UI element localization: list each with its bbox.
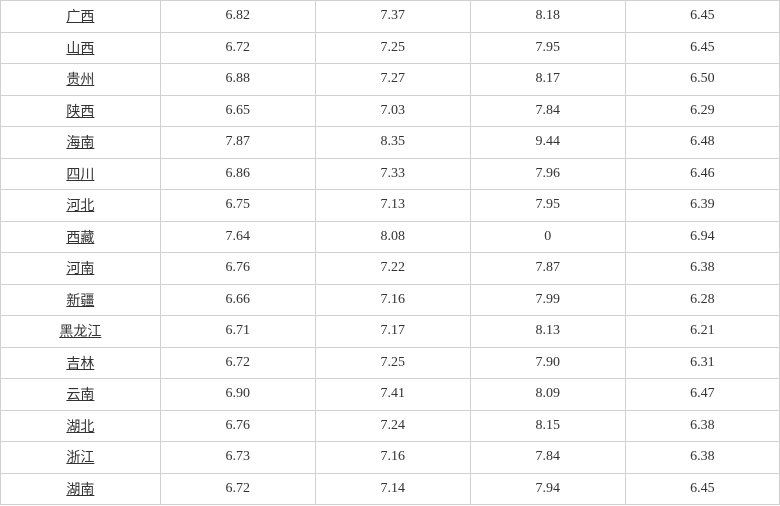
value-cell: 6.88: [160, 64, 315, 96]
value-cell: 7.16: [315, 442, 470, 474]
table-row: 四川6.867.337.966.46: [1, 158, 780, 190]
value-cell: 6.45: [625, 32, 779, 64]
value-cell: 6.75: [160, 190, 315, 222]
table-row: 贵州6.887.278.176.50: [1, 64, 780, 96]
table-row: 浙江6.737.167.846.38: [1, 442, 780, 474]
data-table: 广西6.827.378.186.45山西6.727.257.956.45贵州6.…: [0, 0, 780, 505]
table-row: 湖南6.727.147.946.45: [1, 473, 780, 505]
value-cell: 6.82: [160, 1, 315, 33]
value-cell: 6.76: [160, 253, 315, 285]
value-cell: 6.45: [625, 1, 779, 33]
value-cell: 6.46: [625, 158, 779, 190]
value-cell: 7.03: [315, 95, 470, 127]
province-cell: 西藏: [1, 221, 161, 253]
value-cell: 7.95: [470, 32, 625, 64]
province-cell: 河南: [1, 253, 161, 285]
value-cell: 6.73: [160, 442, 315, 474]
province-cell: 湖北: [1, 410, 161, 442]
value-cell: 7.22: [315, 253, 470, 285]
value-cell: 8.17: [470, 64, 625, 96]
province-cell: 陕西: [1, 95, 161, 127]
value-cell: 6.50: [625, 64, 779, 96]
table-row: 新疆6.667.167.996.28: [1, 284, 780, 316]
table-row: 黑龙江6.717.178.136.21: [1, 316, 780, 348]
value-cell: 8.15: [470, 410, 625, 442]
value-cell: 7.27: [315, 64, 470, 96]
province-cell: 黑龙江: [1, 316, 161, 348]
value-cell: 6.94: [625, 221, 779, 253]
province-cell: 河北: [1, 190, 161, 222]
table-row: 云南6.907.418.096.47: [1, 379, 780, 411]
value-cell: 7.64: [160, 221, 315, 253]
value-cell: 7.17: [315, 316, 470, 348]
value-cell: 7.87: [160, 127, 315, 159]
value-cell: 7.84: [470, 95, 625, 127]
value-cell: 6.90: [160, 379, 315, 411]
value-cell: 7.16: [315, 284, 470, 316]
value-cell: 6.72: [160, 32, 315, 64]
value-cell: 6.71: [160, 316, 315, 348]
value-cell: 6.47: [625, 379, 779, 411]
value-cell: 7.25: [315, 32, 470, 64]
value-cell: 7.95: [470, 190, 625, 222]
table-row: 广西6.827.378.186.45: [1, 1, 780, 33]
province-cell: 吉林: [1, 347, 161, 379]
value-cell: 6.38: [625, 442, 779, 474]
table-row: 山西6.727.257.956.45: [1, 32, 780, 64]
value-cell: 6.38: [625, 253, 779, 285]
value-cell: 6.21: [625, 316, 779, 348]
value-cell: 7.13: [315, 190, 470, 222]
table-row: 吉林6.727.257.906.31: [1, 347, 780, 379]
table-row: 陕西6.657.037.846.29: [1, 95, 780, 127]
value-cell: 7.87: [470, 253, 625, 285]
province-cell: 湖南: [1, 473, 161, 505]
table-row: 海南7.878.359.446.48: [1, 127, 780, 159]
value-cell: 6.29: [625, 95, 779, 127]
value-cell: 6.48: [625, 127, 779, 159]
value-cell: 7.99: [470, 284, 625, 316]
value-cell: 7.90: [470, 347, 625, 379]
value-cell: 6.72: [160, 473, 315, 505]
province-cell: 广西: [1, 1, 161, 33]
value-cell: 7.25: [315, 347, 470, 379]
value-cell: 7.14: [315, 473, 470, 505]
value-cell: 7.84: [470, 442, 625, 474]
value-cell: 6.39: [625, 190, 779, 222]
value-cell: 6.72: [160, 347, 315, 379]
value-cell: 7.94: [470, 473, 625, 505]
value-cell: 8.09: [470, 379, 625, 411]
value-cell: 6.45: [625, 473, 779, 505]
value-cell: 7.24: [315, 410, 470, 442]
table-row: 湖北6.767.248.156.38: [1, 410, 780, 442]
value-cell: 6.86: [160, 158, 315, 190]
value-cell: 7.41: [315, 379, 470, 411]
table-body: 广西6.827.378.186.45山西6.727.257.956.45贵州6.…: [1, 1, 780, 505]
province-cell: 四川: [1, 158, 161, 190]
province-cell: 新疆: [1, 284, 161, 316]
value-cell: 7.33: [315, 158, 470, 190]
value-cell: 9.44: [470, 127, 625, 159]
value-cell: 6.31: [625, 347, 779, 379]
table-row: 西藏7.648.0806.94: [1, 221, 780, 253]
province-cell: 海南: [1, 127, 161, 159]
province-cell: 山西: [1, 32, 161, 64]
value-cell: 7.37: [315, 1, 470, 33]
value-cell: 7.96: [470, 158, 625, 190]
value-cell: 8.18: [470, 1, 625, 33]
value-cell: 8.08: [315, 221, 470, 253]
province-cell: 浙江: [1, 442, 161, 474]
province-cell: 贵州: [1, 64, 161, 96]
table-row: 河南6.767.227.876.38: [1, 253, 780, 285]
province-cell: 云南: [1, 379, 161, 411]
value-cell: 8.35: [315, 127, 470, 159]
table-row: 河北6.757.137.956.39: [1, 190, 780, 222]
value-cell: 0: [470, 221, 625, 253]
value-cell: 6.65: [160, 95, 315, 127]
value-cell: 6.38: [625, 410, 779, 442]
value-cell: 6.66: [160, 284, 315, 316]
value-cell: 6.76: [160, 410, 315, 442]
value-cell: 6.28: [625, 284, 779, 316]
value-cell: 8.13: [470, 316, 625, 348]
